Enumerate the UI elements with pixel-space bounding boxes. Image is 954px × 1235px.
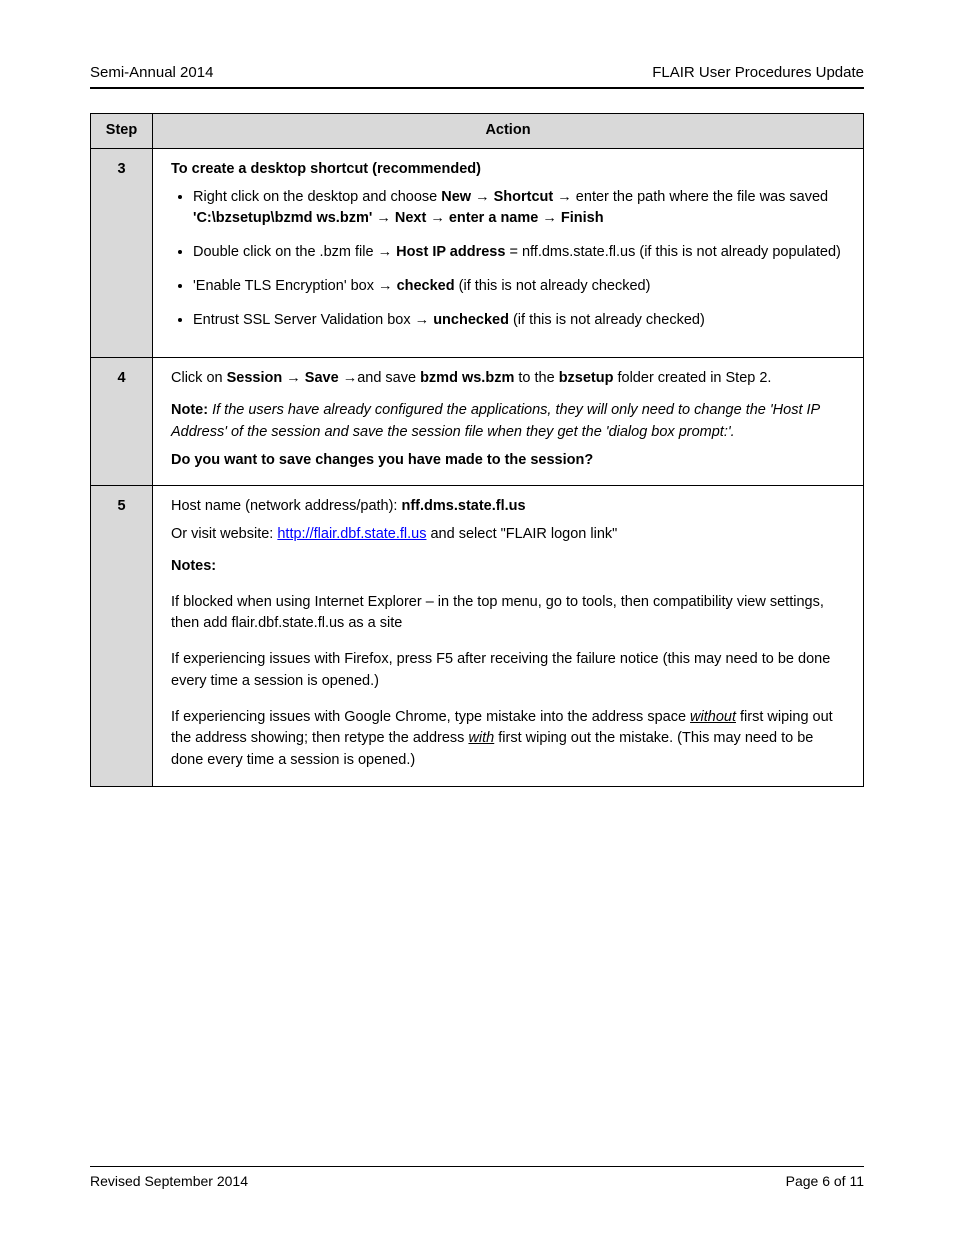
link[interactable]: http://flair.dbf.state.fl.us (277, 526, 426, 542)
arrow-icon: → (475, 189, 490, 205)
arrow-icon: → (542, 210, 557, 226)
body-line: Host name (network address/path): nff.dm… (171, 496, 845, 518)
page-footer: Revised September 2014 Page 6 of 11 (90, 1166, 864, 1189)
action-cell: Host name (network address/path): nff.dm… (153, 486, 864, 787)
col-action-header: Action (153, 114, 864, 149)
footer-left: Revised September 2014 (90, 1173, 248, 1189)
body-line: Click on Session → Save →and save bzmd w… (171, 368, 845, 390)
arrow-icon: → (343, 370, 358, 386)
page-header: Semi-Annual 2014 FLAIR User Procedures U… (90, 64, 864, 89)
page: Semi-Annual 2014 FLAIR User Procedures U… (0, 0, 954, 1235)
cell-title: To create a desktop shortcut (recommende… (171, 159, 845, 181)
note-bold-tail: Do you want to save changes you have mad… (171, 450, 845, 472)
footer-right: Page 6 of 11 (786, 1173, 864, 1189)
table-row: 4 Click on Session → Save →and save bzmd … (91, 358, 864, 486)
table-body: 3 To create a desktop shortcut (recommend… (91, 148, 864, 786)
list-item: Entrust SSL Server Validation box → unch… (193, 310, 845, 332)
note-block: Notes: (171, 556, 845, 578)
note-paragraph: If experiencing issues with Google Chrom… (171, 707, 845, 772)
arrow-icon: → (378, 244, 393, 260)
list-item: 'Enable TLS Encryption' box → checked (i… (193, 276, 845, 298)
step-number: 4 (91, 358, 153, 486)
arrow-icon: → (430, 210, 445, 226)
note-paragraph: If experiencing issues with Firefox, pre… (171, 649, 845, 693)
body-line: Or visit website: http://flair.dbf.state… (171, 524, 845, 546)
action-cell: Click on Session → Save →and save bzmd w… (153, 358, 864, 486)
step-number: 5 (91, 486, 153, 787)
arrow-icon: → (415, 312, 430, 328)
note-block: Note: If the users have already configur… (171, 400, 845, 444)
step-number: 3 (91, 148, 153, 358)
col-step-header: Step (91, 114, 153, 149)
action-cell: To create a desktop shortcut (recommende… (153, 148, 864, 358)
arrow-icon: → (376, 210, 391, 226)
arrow-icon: → (286, 370, 301, 386)
arrow-icon: → (378, 278, 393, 294)
list-item: Right click on the desktop and choose Ne… (193, 187, 845, 231)
header-left: Semi-Annual 2014 (90, 64, 213, 81)
arrow-icon: → (557, 189, 572, 205)
table-row: 5 Host name (network address/path): nff.d… (91, 486, 864, 787)
note-paragraph: If blocked when using Internet Explorer … (171, 592, 845, 636)
table-row: 3 To create a desktop shortcut (recommend… (91, 148, 864, 358)
bullet-list: Right click on the desktop and choose Ne… (193, 187, 845, 332)
list-item: Double click on the .bzm file → Host IP … (193, 242, 845, 264)
procedure-table: Step Action 3 To create a desktop shortcu… (90, 113, 864, 787)
header-right: FLAIR User Procedures Update (652, 64, 864, 81)
